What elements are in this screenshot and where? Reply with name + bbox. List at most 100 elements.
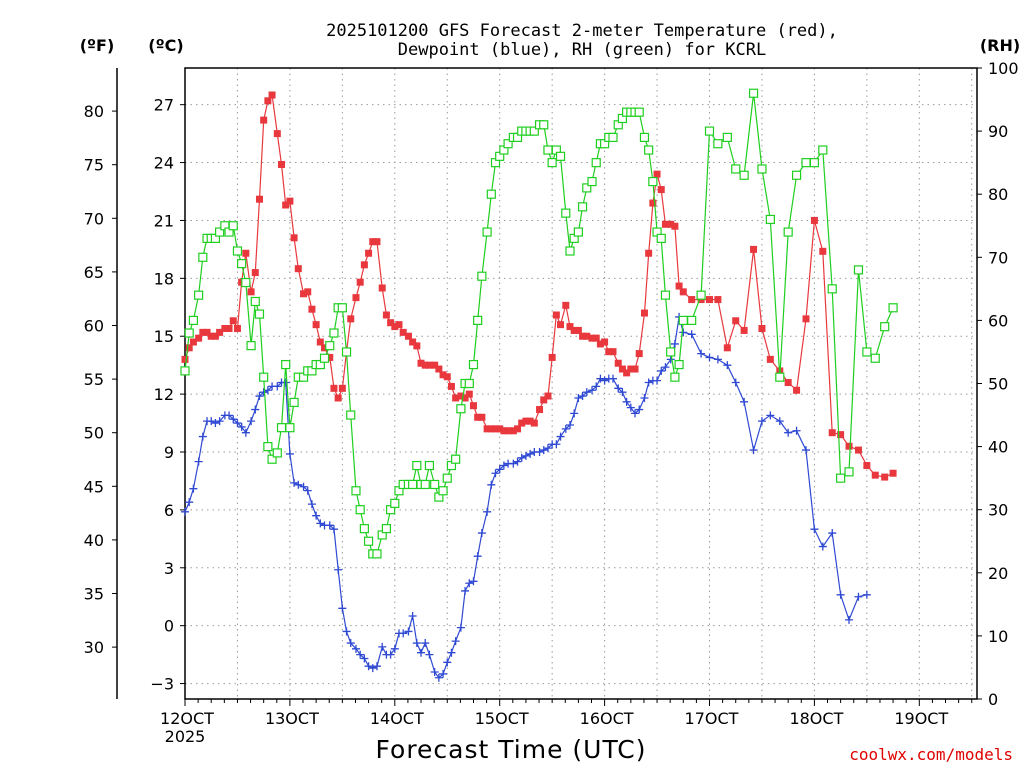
- data-point-marker: [465, 579, 474, 588]
- data-point-marker: [670, 372, 680, 382]
- data-point-marker: [329, 328, 339, 338]
- data-point-marker: [268, 91, 276, 99]
- data-point-marker: [282, 201, 290, 209]
- data-point-marker: [447, 648, 456, 657]
- data-point-marker: [391, 323, 399, 331]
- series-line: [184, 93, 894, 555]
- data-point-marker: [387, 319, 395, 327]
- data-point-marker: [359, 524, 369, 534]
- data-point-marker: [574, 393, 583, 402]
- rh-tick-label: 100: [988, 59, 1019, 78]
- fahrenheit-tick-label: 35: [84, 585, 104, 604]
- data-point-marker: [562, 301, 570, 309]
- data-point-marker: [180, 366, 190, 376]
- data-point-marker: [618, 365, 626, 373]
- data-point-marker: [577, 202, 588, 212]
- x-axis-label: Forecast Time (UTC): [376, 735, 647, 764]
- data-point-marker: [784, 428, 793, 437]
- data-point-marker: [609, 348, 617, 356]
- rh-tick-label: 80: [988, 185, 1008, 204]
- data-point-marker: [290, 234, 298, 242]
- data-point-marker: [308, 305, 316, 313]
- data-point-marker: [573, 227, 583, 237]
- series-dewpoint: [181, 312, 871, 682]
- x-tick-label: 12OCT: [160, 709, 214, 728]
- data-point-marker: [656, 233, 666, 243]
- data-point-marker: [364, 662, 373, 671]
- data-point-marker: [657, 186, 665, 194]
- data-point-marker: [447, 382, 455, 390]
- fahrenheit-tick-label: 65: [84, 263, 104, 282]
- data-point-marker: [360, 654, 369, 663]
- data-point-marker: [312, 321, 320, 329]
- data-point-marker: [325, 341, 335, 351]
- data-point-marker: [250, 296, 260, 307]
- data-point-marker: [372, 662, 381, 671]
- data-point-marker: [319, 353, 330, 363]
- data-point-marker: [687, 315, 697, 325]
- data-point-marker: [704, 126, 715, 136]
- data-point-marker: [818, 145, 828, 155]
- chart-title-line2: Dewpoint (blue), RH (green) for KCRL: [398, 40, 766, 60]
- data-point-marker: [592, 334, 600, 342]
- data-point-marker: [417, 648, 426, 657]
- data-point-marker: [706, 296, 714, 304]
- celsius-tick-label: 27: [154, 96, 174, 115]
- data-point-marker: [430, 479, 440, 490]
- data-point-marker: [565, 246, 575, 256]
- data-point-marker: [535, 448, 544, 457]
- data-point-marker: [435, 365, 443, 373]
- data-point-marker: [259, 372, 269, 382]
- data-point-marker: [775, 372, 785, 382]
- data-point-marker: [194, 290, 204, 300]
- data-point-marker: [696, 290, 706, 300]
- data-point-marker: [299, 482, 308, 491]
- data-point-marker: [259, 388, 268, 397]
- grid-lines: [185, 68, 977, 699]
- data-point-marker: [496, 425, 504, 433]
- data-point-marker: [451, 454, 461, 464]
- data-point-marker: [233, 325, 241, 333]
- data-point-marker: [675, 282, 683, 290]
- data-point-marker: [225, 411, 234, 420]
- data-point-marker: [251, 269, 259, 277]
- data-point-marker: [477, 271, 487, 281]
- data-point-marker: [199, 328, 207, 336]
- data-point-marker: [457, 392, 465, 400]
- data-point-marker: [731, 164, 741, 174]
- data-point-marker: [526, 417, 534, 425]
- data-point-marker: [300, 290, 308, 298]
- data-point-marker: [241, 428, 250, 437]
- data-point-marker: [644, 378, 653, 387]
- data-point-marker: [272, 448, 282, 458]
- data-point-marker: [503, 139, 513, 149]
- data-point-marker: [232, 246, 243, 256]
- data-point-marker: [548, 353, 556, 361]
- data-point-marker: [653, 376, 662, 385]
- data-point-marker: [356, 650, 365, 659]
- data-point-marker: [618, 388, 627, 397]
- data-point-marker: [758, 325, 766, 333]
- data-point-marker: [801, 158, 811, 168]
- data-point-marker: [766, 411, 775, 420]
- data-point-marker: [228, 221, 238, 231]
- data-point-marker: [854, 446, 862, 454]
- data-point-marker: [500, 427, 508, 435]
- data-point-marker: [722, 132, 732, 143]
- data-point-marker: [198, 432, 207, 441]
- data-point-marker: [189, 338, 197, 346]
- data-point-marker: [425, 650, 434, 659]
- data-point-marker: [661, 220, 669, 228]
- data-point-marker: [639, 132, 650, 143]
- data-point-marker: [338, 604, 347, 613]
- fahrenheit-tick-label: 60: [84, 317, 104, 336]
- data-point-marker: [697, 349, 706, 358]
- data-point-marker: [469, 402, 477, 410]
- data-point-marker: [184, 328, 194, 338]
- data-point-marker: [198, 252, 208, 262]
- data-point-marker: [215, 227, 225, 237]
- data-point-marker: [229, 317, 237, 325]
- data-point-marker: [622, 397, 631, 406]
- data-point-marker: [334, 565, 343, 574]
- data-point-marker: [635, 405, 644, 414]
